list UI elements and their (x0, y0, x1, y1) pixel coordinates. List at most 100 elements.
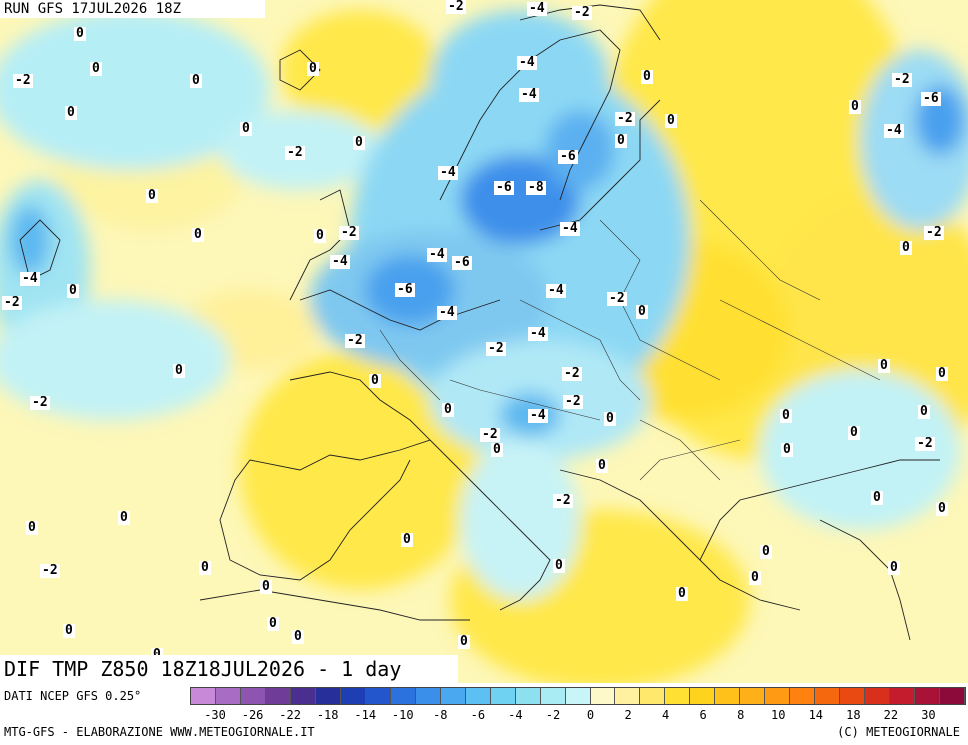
contour-label: 0 (74, 26, 86, 41)
contour-label: -4 (427, 247, 447, 262)
color-scale-tick-label: -22 (279, 708, 301, 722)
color-scale-tick-label: -2 (545, 708, 561, 722)
contour-label: -2 (40, 563, 60, 578)
contour-label: -6 (494, 180, 514, 195)
color-scale-swatch (540, 688, 566, 704)
color-scale-swatch (191, 688, 216, 704)
contour-label: -4 (546, 283, 566, 298)
contour-label: 0 (190, 73, 202, 88)
contour-label: 0 (90, 61, 102, 76)
contour-label: 0 (353, 135, 365, 150)
contour-label: -6 (452, 255, 472, 270)
run-header: RUN GFS 17JUL2026 18Z (0, 0, 265, 18)
contour-label: 0 (604, 411, 616, 426)
contour-label: 0 (596, 458, 608, 473)
anomaly-fields (0, 0, 968, 683)
contour-label: 0 (369, 373, 381, 388)
color-scale-swatch (665, 688, 691, 704)
contour-label: -2 (486, 341, 506, 356)
contour-label: 0 (146, 188, 158, 203)
contour-label: -4 (438, 165, 458, 180)
borders (379, 199, 881, 481)
color-scale-swatch (765, 688, 791, 704)
color-scale-tick-label: -4 (508, 708, 523, 722)
color-scale-swatch (615, 688, 641, 704)
color-scale-tick-label: 2 (624, 708, 632, 722)
color-scale-tick-label: -30 (204, 708, 226, 722)
contour-label: 0 (192, 227, 204, 242)
contour-label: -2 (285, 145, 305, 160)
color-scale-swatch (440, 688, 466, 704)
contour-label: 0 (67, 283, 79, 298)
color-scale-swatch (915, 688, 941, 704)
color-scale-tick-label: 4 (661, 708, 670, 722)
contour-label: -8 (526, 180, 546, 195)
contour-label: 0 (199, 560, 211, 575)
color-scale-swatch (490, 688, 516, 704)
contour-label: 0 (636, 304, 648, 319)
color-scale-swatch (265, 688, 291, 704)
contour-label: -4 (517, 55, 537, 70)
contour-label: 0 (442, 402, 454, 417)
contour-label: -2 (924, 225, 944, 240)
contour-label: 0 (292, 629, 304, 644)
map-canvas (0, 0, 968, 683)
color-scale-swatch (340, 688, 366, 704)
contour-label: -2 (607, 291, 627, 306)
contour-label: -2 (572, 5, 592, 20)
contour-label: 0 (665, 113, 677, 128)
color-scale-swatch (740, 688, 766, 704)
contour-label: 0 (314, 228, 326, 243)
contour-label: 0 (849, 99, 861, 114)
color-scale-bar (190, 687, 966, 705)
color-scale-swatch (240, 688, 266, 704)
contour-label: 0 (63, 623, 75, 638)
contour-label: -2 (13, 73, 33, 88)
contour-label: -4 (884, 123, 904, 138)
color-scale-swatch (840, 688, 866, 704)
color-scale-swatch (365, 688, 391, 704)
color-scale-swatch (315, 688, 341, 704)
color-scale-swatch (640, 688, 666, 704)
color-scale-ticks: -30 -26 -22 -18 -14 -10 -8 -6 -4 -2 0 2 4 6 8 10 14 18 22 3… (190, 708, 966, 722)
contour-label: 0 (781, 442, 793, 457)
contour-label: 0 (260, 579, 272, 594)
contour-label: -4 (437, 305, 457, 320)
contour-label: 0 (878, 358, 890, 373)
contour-label: 0 (240, 121, 252, 136)
color-scale-tick-label: 30 (921, 708, 936, 722)
contour-label: -4 (527, 1, 547, 16)
contour-label: -2 (2, 295, 22, 310)
color-scale-swatch (415, 688, 441, 704)
coastlines (19, 4, 940, 641)
contour-label: 0 (173, 363, 185, 378)
color-scale-swatch (715, 688, 741, 704)
contour-label: 0 (641, 69, 653, 84)
color-scale-swatch (215, 688, 241, 704)
contour-label: -4 (519, 87, 539, 102)
color-scale-swatch (590, 688, 616, 704)
contour-label: 0 (918, 404, 930, 419)
contour-label: -4 (330, 254, 350, 269)
contour-label: -4 (528, 326, 548, 341)
contour-label: 0 (900, 240, 912, 255)
color-scale-swatch (865, 688, 891, 704)
color-scale-swatch (690, 688, 716, 704)
color-scale-tick-label: 22 (883, 708, 899, 722)
color-scale-tick-label: 14 (808, 708, 824, 722)
contour-label: 0 (615, 133, 627, 148)
color-scale-swatch (390, 688, 416, 704)
contour-label: 0 (780, 408, 792, 423)
contour-label: -2 (446, 0, 466, 14)
color-scale-swatch (890, 688, 916, 704)
contour-label: 0 (307, 61, 319, 76)
contour-label: 0 (458, 634, 470, 649)
color-scale-tick-label: -10 (391, 708, 414, 722)
color-scale-tick-label: 6 (699, 708, 707, 722)
contour-label: -2 (339, 225, 359, 240)
color-scale-tick-label: 0 (586, 708, 595, 722)
contour-label: -6 (921, 91, 941, 106)
contour-label: -4 (560, 221, 580, 236)
contour-label: -2 (480, 427, 500, 442)
contour-label: -2 (892, 72, 912, 87)
